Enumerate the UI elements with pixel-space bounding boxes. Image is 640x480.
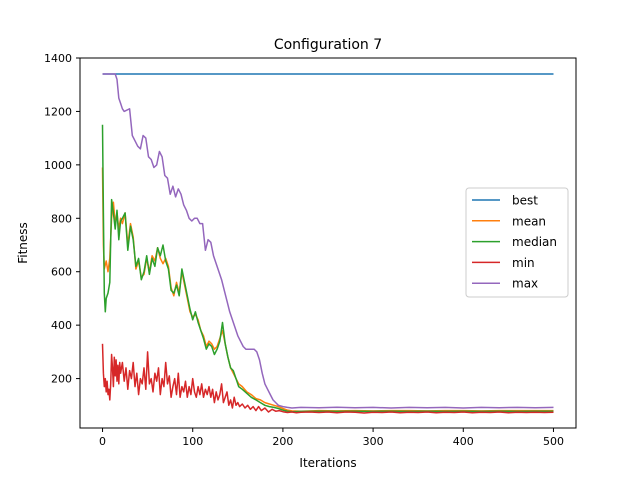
y-tick-label: 1000 [44, 159, 72, 172]
legend: best mean median min max [465, 187, 569, 298]
series-line-min [101, 343, 554, 414]
y-tick-label: 1200 [44, 105, 72, 118]
y-tick-label: 600 [51, 266, 72, 279]
y-tick-label: 800 [51, 212, 72, 225]
series-line-max [102, 73, 554, 409]
x-tick-label: 500 [543, 435, 564, 448]
series-layer [101, 73, 554, 414]
x-tick-label: 400 [453, 435, 474, 448]
chart-title: Configuration 7 [274, 37, 382, 53]
y-tick-label: 1400 [44, 52, 72, 65]
series-line-median [101, 124, 554, 413]
legend-label-best: best [512, 194, 538, 208]
legend-label-median: median [512, 235, 557, 249]
legend-box [465, 187, 569, 298]
axis-ticks: 0 100 200 300 400 500 200 400 600 800 1000 1200 1400 [44, 52, 564, 448]
y-tick-label: 200 [51, 373, 72, 386]
plot-area-frame [79, 57, 577, 429]
x-axis-label: Iterations [299, 456, 356, 470]
x-tick-label: 200 [272, 435, 293, 448]
legend-label-max: max [512, 277, 538, 291]
x-tick-label: 100 [182, 435, 203, 448]
legend-label-mean: mean [512, 214, 546, 228]
y-axis-label: Fitness [16, 222, 30, 264]
x-tick-label: 300 [363, 435, 384, 448]
x-tick-label: 0 [99, 435, 106, 448]
legend-label-min: min [512, 256, 535, 270]
y-tick-label: 400 [51, 319, 72, 332]
